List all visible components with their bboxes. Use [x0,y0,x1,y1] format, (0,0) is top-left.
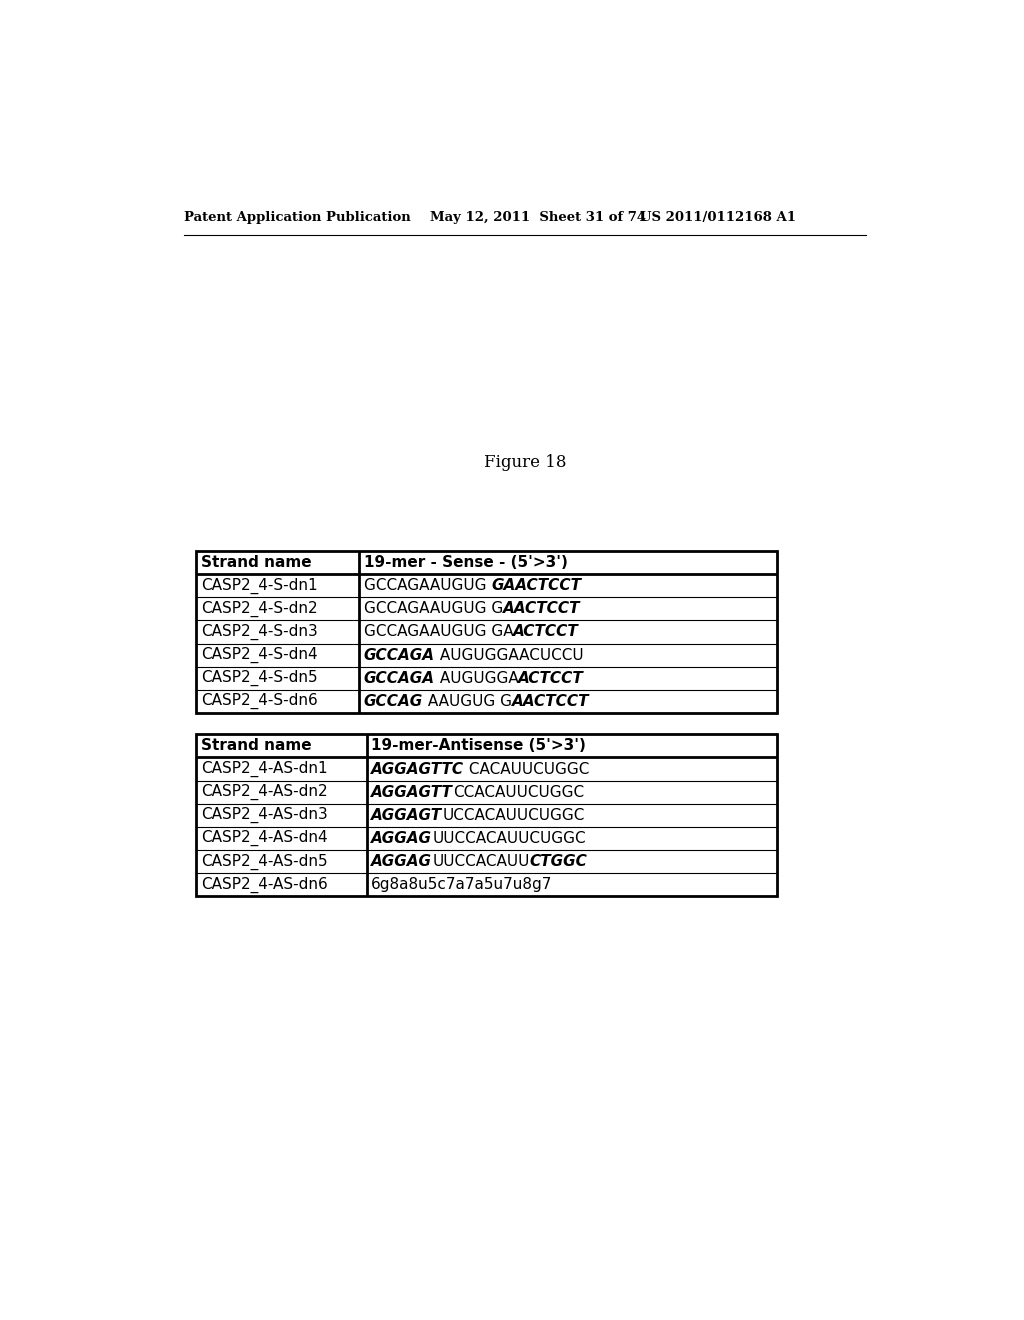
Text: CASP2_4-AS-dn1: CASP2_4-AS-dn1 [201,760,328,777]
Text: GCCAGA: GCCAGA [364,671,434,685]
Text: GCCAGAAUGUG: GCCAGAAUGUG [364,578,490,593]
Text: CASP2_4-S-dn5: CASP2_4-S-dn5 [201,671,317,686]
Text: AGGAG: AGGAG [372,830,432,846]
Text: AGGAGTT: AGGAGTT [372,784,454,800]
Text: GAACTCCT: GAACTCCT [490,578,581,593]
Text: CCACAUUCUGGC: CCACAUUCUGGC [454,784,585,800]
Text: Strand name: Strand name [201,738,311,754]
Text: Strand name: Strand name [201,556,311,570]
Text: CASP2_4-AS-dn4: CASP2_4-AS-dn4 [201,830,328,846]
Text: UUCCACAUUCUGGC: UUCCACAUUCUGGC [432,830,586,846]
Text: AGGAGT: AGGAGT [372,808,442,822]
Text: CASP2_4-S-dn2: CASP2_4-S-dn2 [201,601,317,616]
Text: UUCCACAUU: UUCCACAUU [432,854,529,869]
Text: AUGUGGA: AUGUGGA [434,671,518,685]
Bar [197,552,777,713]
Bar [197,734,777,896]
Text: CASP2_4-AS-dn2: CASP2_4-AS-dn2 [201,784,328,800]
Text: GCCAGA: GCCAGA [364,648,434,663]
Text: CASP2_4-S-dn3: CASP2_4-S-dn3 [201,624,317,640]
Text: May 12, 2011  Sheet 31 of 74: May 12, 2011 Sheet 31 of 74 [430,211,646,224]
Text: 19-mer-Antisense (5'>3'): 19-mer-Antisense (5'>3') [372,738,586,754]
Text: 6g8a8u5c7a7a5u7u8g7: 6g8a8u5c7a7a5u7u8g7 [372,876,553,892]
Text: GCCAGAAUGUG GA: GCCAGAAUGUG GA [364,624,513,639]
Text: AAUGUG G: AAUGUG G [423,694,512,709]
Text: UCCACAUUCUGGC: UCCACAUUCUGGC [442,808,585,822]
Text: GCCAGAAUGUG G: GCCAGAAUGUG G [364,602,503,616]
Text: CASP2_4-S-dn4: CASP2_4-S-dn4 [201,647,317,663]
Text: CASP2_4-S-dn1: CASP2_4-S-dn1 [201,578,317,594]
Text: CASP2_4-AS-dn3: CASP2_4-AS-dn3 [201,807,328,824]
Text: CASP2_4-AS-dn5: CASP2_4-AS-dn5 [201,853,328,870]
Text: Patent Application Publication: Patent Application Publication [183,211,411,224]
Text: AUGUGGAACUCCU: AUGUGGAACUCCU [434,648,584,663]
Text: CASP2_4-AS-dn6: CASP2_4-AS-dn6 [201,876,328,892]
Text: AACTCCT: AACTCCT [512,694,590,709]
Text: GCCAG: GCCAG [364,694,423,709]
Text: AACTCCT: AACTCCT [503,602,581,616]
Text: AGGAGTTC: AGGAGTTC [372,762,465,776]
Text: ACTCCT: ACTCCT [513,624,579,639]
Text: AGGAG: AGGAG [372,854,432,869]
Text: CACAUUCUGGC: CACAUUCUGGC [465,762,590,776]
Text: CASP2_4-S-dn6: CASP2_4-S-dn6 [201,693,317,709]
Text: ACTCCT: ACTCCT [518,671,584,685]
Text: US 2011/0112168 A1: US 2011/0112168 A1 [640,211,796,224]
Text: CTGGC: CTGGC [529,854,588,869]
Text: 19-mer - Sense - (5'>3'): 19-mer - Sense - (5'>3') [364,556,567,570]
Text: Figure 18: Figure 18 [483,454,566,471]
